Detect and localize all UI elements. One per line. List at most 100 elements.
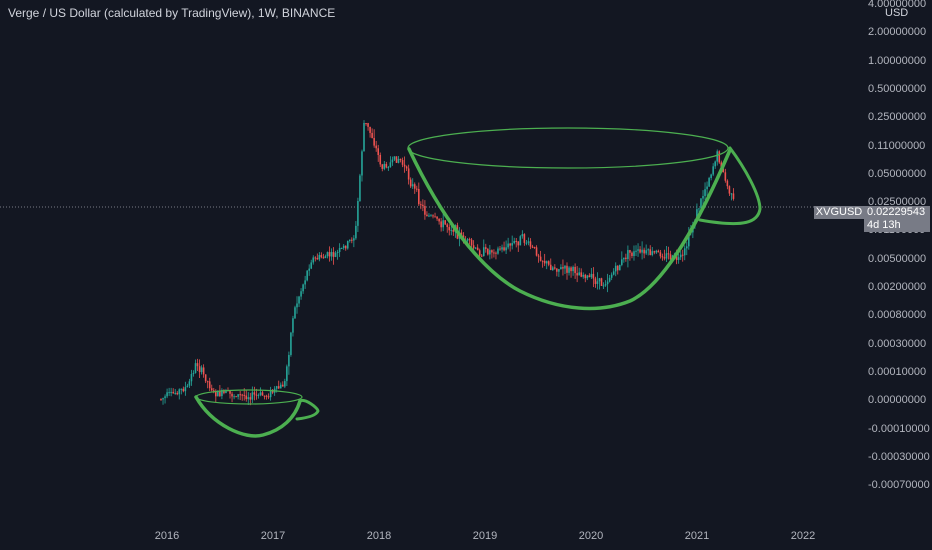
candle-body	[231, 393, 233, 397]
candle-body	[249, 397, 252, 400]
candle-body	[391, 159, 394, 163]
candle-body	[324, 256, 327, 259]
candle-body	[698, 208, 700, 210]
candle-body	[172, 391, 174, 394]
x-tick-label: 2022	[790, 530, 816, 542]
candle-body	[480, 255, 483, 257]
candle-body	[377, 148, 380, 155]
candle-body	[570, 267, 572, 272]
candle-body	[584, 274, 587, 279]
candle-body	[472, 245, 475, 249]
candle-body	[383, 163, 386, 169]
candle-body	[353, 238, 355, 241]
candle-body	[302, 284, 304, 292]
candle-body	[409, 179, 412, 187]
candle-body	[257, 394, 260, 396]
candle-body	[450, 229, 453, 231]
candle-body	[661, 256, 664, 258]
candle-body	[312, 257, 315, 263]
candle-body	[602, 285, 605, 287]
candle-body	[334, 252, 337, 257]
candle-body	[655, 250, 658, 253]
candle-body	[162, 398, 164, 400]
candle-body	[336, 251, 339, 253]
candle-body	[525, 242, 528, 244]
x-tick-label: 2021	[684, 530, 710, 542]
bar-countdown-label: 4d 13h	[864, 219, 930, 232]
y-tick-label: 0.50000000	[868, 82, 927, 95]
candle-body	[348, 239, 351, 242]
candle-body	[320, 255, 323, 258]
candle-body	[277, 386, 280, 389]
candle-body	[716, 151, 719, 162]
x-tick-label: 2020	[578, 530, 604, 542]
candle-body	[549, 264, 552, 271]
candle-body	[192, 372, 195, 375]
y-tick-label: 0.00010000	[868, 365, 927, 378]
x-tick-label: 2018	[366, 530, 392, 542]
candle-body	[204, 374, 207, 382]
candle-body	[318, 255, 321, 260]
candle-body	[279, 384, 282, 389]
candle-body	[399, 158, 402, 160]
y-tick-label: 0.25000000	[868, 111, 927, 124]
candle-body	[387, 167, 390, 169]
candle-body	[379, 154, 382, 165]
currency-label[interactable]: USD	[883, 7, 911, 19]
candle-body	[164, 396, 166, 399]
candle-body	[355, 225, 357, 239]
candle-body	[683, 248, 686, 256]
candle-body	[645, 250, 647, 254]
candle-body	[675, 253, 678, 260]
candle-body	[647, 249, 649, 251]
candle-body	[732, 193, 735, 199]
candle-body	[515, 240, 518, 242]
candle-body	[600, 278, 603, 286]
candle-body	[393, 156, 396, 160]
candle-body	[269, 389, 272, 398]
candle-body	[444, 220, 446, 225]
y-tick-label: 1.00000000	[868, 54, 927, 67]
candle-body	[629, 250, 631, 253]
candle-body	[448, 227, 451, 231]
candle-body	[206, 381, 209, 383]
candle-body	[401, 159, 404, 165]
candle-body	[720, 162, 723, 169]
candle-body	[239, 394, 241, 396]
candle-body	[539, 256, 542, 261]
candle-body	[728, 186, 731, 194]
candle-body	[294, 307, 296, 319]
candle-body	[478, 250, 481, 256]
candle-body	[363, 122, 365, 152]
candle-body	[497, 248, 499, 254]
y-tick-label: -0.00070000	[868, 479, 930, 492]
candle-body	[677, 257, 680, 260]
candle-body	[499, 248, 501, 250]
candle-body	[487, 248, 489, 255]
candle-body	[292, 318, 294, 333]
candle-body	[233, 396, 235, 398]
candle-body	[491, 250, 493, 253]
candle-body	[627, 250, 629, 260]
candle-body	[237, 394, 239, 397]
candle-body	[608, 277, 611, 282]
candle-body	[178, 389, 181, 395]
candle-body	[221, 389, 223, 397]
candle-body	[440, 221, 442, 228]
candle-body	[598, 278, 601, 282]
last-price-label: 0.02229543	[864, 206, 930, 219]
small-cup-rim	[195, 389, 303, 405]
candle-body	[551, 267, 554, 271]
candle-body	[265, 395, 268, 397]
candle-body	[578, 272, 580, 276]
candle-body	[722, 168, 725, 173]
candle-body	[389, 162, 392, 168]
candle-body	[275, 386, 278, 389]
candle-body	[592, 273, 595, 279]
candle-body	[436, 216, 438, 219]
candle-body	[495, 252, 497, 254]
candle-body	[576, 273, 578, 276]
candle-body	[710, 174, 712, 179]
y-tick-label: 0.02500000	[868, 196, 927, 209]
